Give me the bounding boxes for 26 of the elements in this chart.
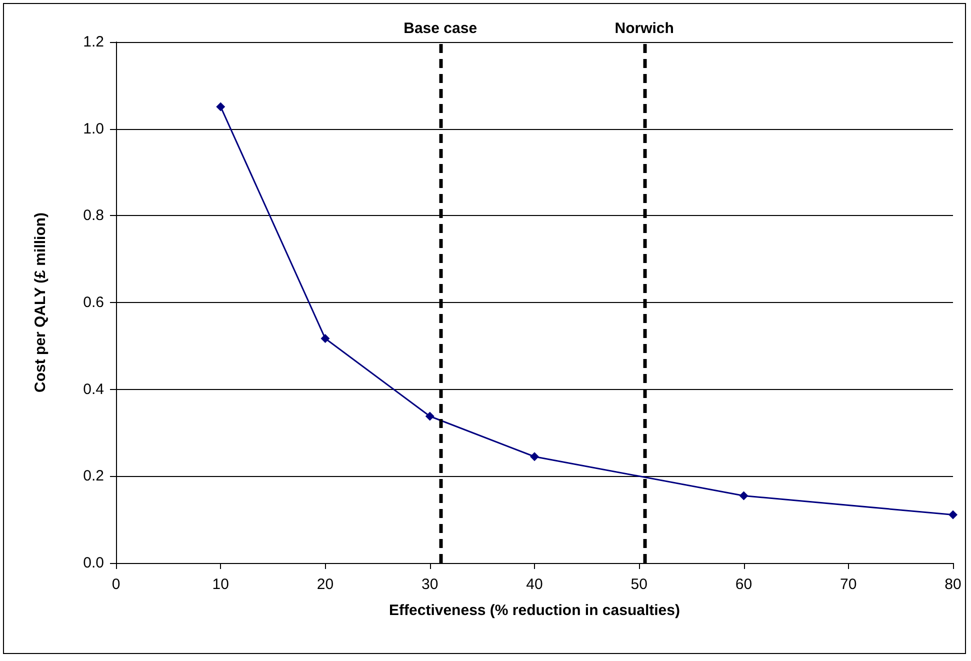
- x-tick-label: 60: [735, 576, 752, 593]
- point: [425, 412, 434, 421]
- y-tick-label: 0.8: [83, 207, 104, 224]
- y-tick-label: 0.0: [83, 554, 104, 572]
- ref-line-label: Base case: [404, 20, 478, 37]
- y-axis-title: Cost per QALY (£ million): [32, 212, 49, 393]
- point: [530, 452, 539, 462]
- x-tick-label: 20: [316, 576, 334, 593]
- y-tick-label: 0.6: [83, 294, 104, 311]
- y-tick-label: 0.4: [83, 380, 104, 398]
- point: [948, 510, 958, 520]
- y-tick-label: 1.2: [83, 34, 104, 50]
- point: [739, 491, 748, 500]
- x-axis-title: Effectiveness (% reduction in casualties): [389, 602, 680, 619]
- ref-line-label: Norwich: [614, 20, 674, 37]
- point: [320, 334, 330, 344]
- point: [216, 102, 226, 112]
- x-tick-label: 50: [630, 576, 648, 593]
- x-tick-label: 70: [840, 576, 857, 593]
- y-tick-label: 1.0: [83, 120, 104, 138]
- x-tick-label: 0: [112, 576, 120, 593]
- x-tick-label: 30: [422, 576, 438, 593]
- x-tick-label: 40: [526, 576, 543, 593]
- x-tick-label: 80: [944, 576, 962, 593]
- x-tick-label: 10: [212, 576, 229, 593]
- y-tick-label: 0.2: [83, 468, 104, 485]
